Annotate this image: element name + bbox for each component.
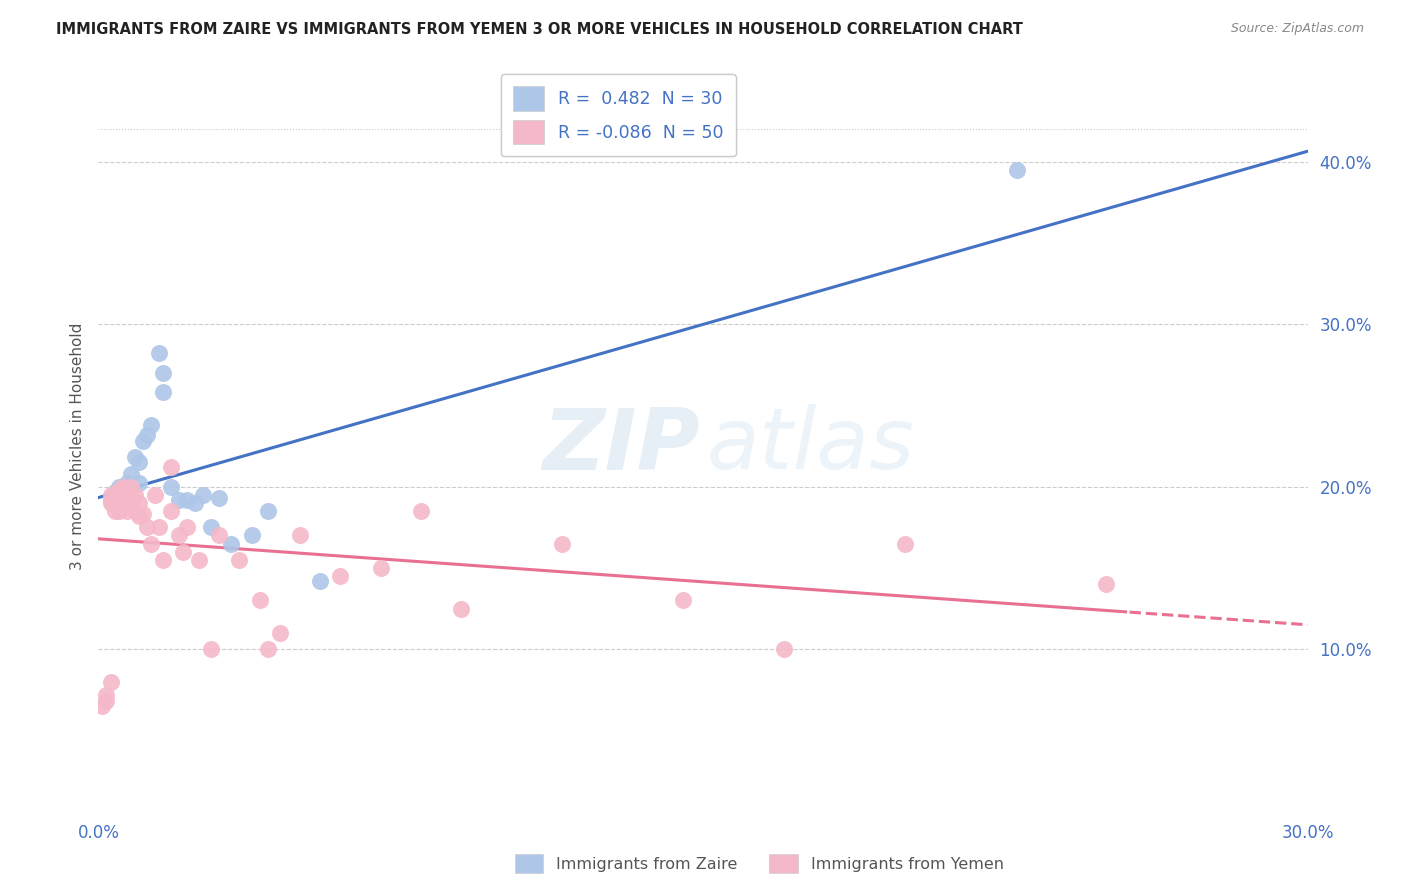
Point [208, 491, 231, 505]
Point [107, 483, 129, 497]
Point [176, 520, 198, 534]
Point [256, 642, 278, 657]
Point [240, 528, 263, 542]
Point [91, 699, 114, 714]
Point [450, 601, 472, 615]
Point [120, 496, 142, 510]
Point [370, 561, 392, 575]
Legend: Immigrants from Zaire, Immigrants from Yemen: Immigrants from Zaire, Immigrants from Y… [508, 847, 1011, 880]
Point [409, 504, 432, 518]
Point [143, 488, 166, 502]
Point [309, 574, 332, 588]
Point [152, 553, 174, 567]
Point [184, 496, 207, 510]
Point [200, 642, 222, 657]
Point [120, 467, 142, 481]
Point [115, 488, 138, 502]
Point [132, 434, 155, 449]
Point [160, 460, 183, 475]
Point [672, 593, 695, 607]
Point [228, 553, 250, 567]
Point [160, 504, 183, 518]
Point [1007, 162, 1029, 177]
Point [107, 488, 129, 502]
Point [167, 492, 190, 507]
Point [128, 496, 150, 510]
Point [120, 480, 142, 494]
Point [139, 417, 162, 432]
Point [103, 504, 125, 518]
Point [124, 504, 146, 518]
Point [115, 504, 138, 518]
Point [772, 642, 794, 657]
Text: Source: ZipAtlas.com: Source: ZipAtlas.com [1230, 22, 1364, 36]
Point [120, 492, 142, 507]
Point [172, 544, 194, 558]
Point [128, 508, 150, 523]
Point [103, 492, 125, 507]
Point [551, 536, 574, 550]
Point [148, 346, 170, 360]
Point [139, 536, 162, 550]
Point [152, 385, 174, 400]
Point [152, 366, 174, 380]
Point [107, 488, 129, 502]
Point [1095, 577, 1118, 591]
Point [329, 569, 352, 583]
Point [111, 488, 134, 502]
Y-axis label: 3 or more Vehicles in Household: 3 or more Vehicles in Household [69, 322, 84, 570]
Point [124, 488, 146, 502]
Point [107, 480, 129, 494]
Text: atlas: atlas [707, 404, 915, 488]
Point [103, 484, 125, 499]
Point [124, 450, 146, 465]
Point [221, 536, 243, 550]
Point [96, 688, 118, 702]
Point [128, 455, 150, 469]
Point [269, 626, 291, 640]
Point [160, 480, 183, 494]
Text: IMMIGRANTS FROM ZAIRE VS IMMIGRANTS FROM YEMEN 3 OR MORE VEHICLES IN HOUSEHOLD C: IMMIGRANTS FROM ZAIRE VS IMMIGRANTS FROM… [56, 22, 1024, 37]
Point [111, 483, 134, 497]
Point [107, 492, 129, 507]
Point [100, 674, 122, 689]
Point [167, 528, 190, 542]
Point [115, 476, 138, 491]
Point [256, 504, 278, 518]
Text: ZIP: ZIP [541, 404, 699, 488]
Point [208, 528, 231, 542]
Point [100, 496, 122, 510]
Point [107, 504, 129, 518]
Point [249, 593, 271, 607]
Point [96, 694, 118, 708]
Point [188, 553, 211, 567]
Point [128, 476, 150, 491]
Point [176, 492, 198, 507]
Point [132, 508, 155, 522]
Point [100, 488, 122, 502]
Point [135, 520, 157, 534]
Point [115, 484, 138, 499]
Point [200, 520, 222, 534]
Point [288, 528, 311, 542]
Point [135, 427, 157, 442]
Point [148, 520, 170, 534]
Point [193, 488, 215, 502]
Point [893, 536, 915, 550]
Legend: R =  0.482  N = 30, R = -0.086  N = 50: R = 0.482 N = 30, R = -0.086 N = 50 [501, 74, 735, 156]
Point [111, 480, 134, 494]
Point [100, 492, 122, 507]
